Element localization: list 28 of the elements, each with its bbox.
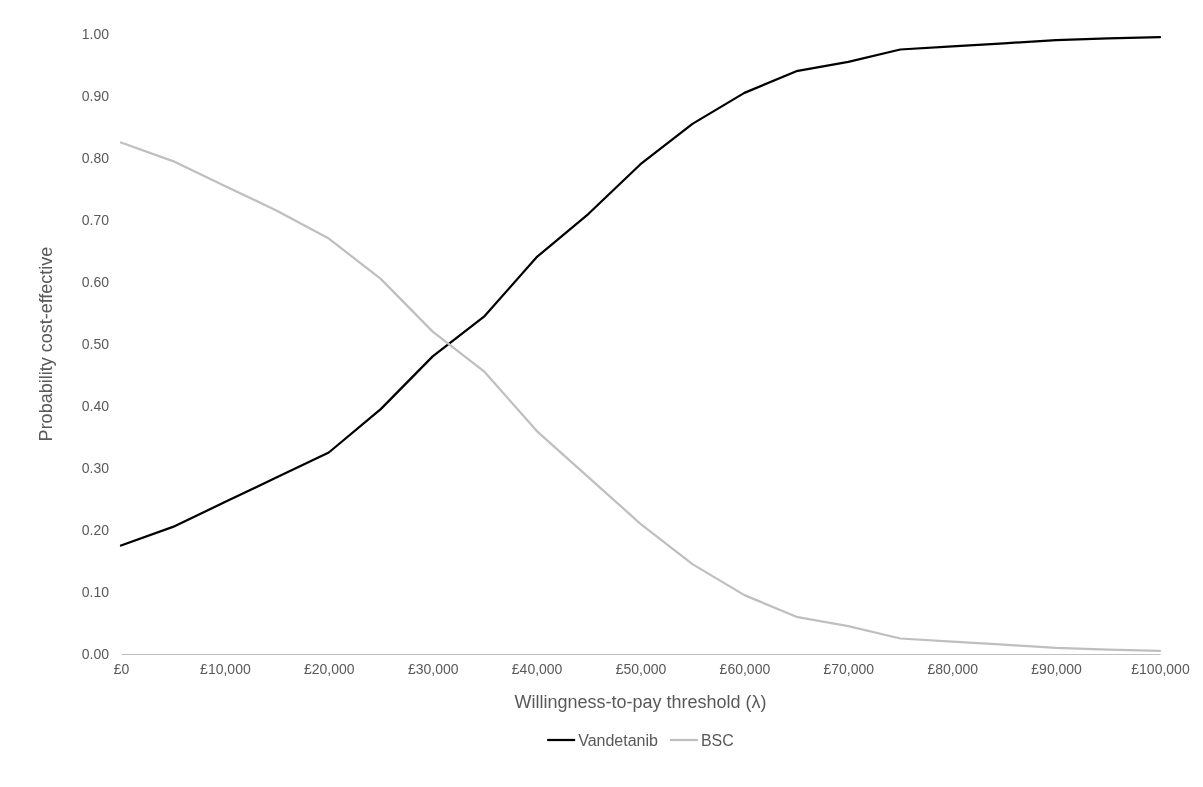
y-tick-label: 0.30: [81, 459, 110, 476]
x-tick-label: £70,000: [823, 660, 875, 677]
y-tick-label: 0.00: [81, 645, 110, 662]
legend-label: Vandetanib: [578, 732, 659, 749]
y-tick-label: 0.50: [81, 335, 110, 352]
x-tick-label: £80,000: [927, 660, 979, 677]
x-axis-title: Willingness-to-pay threshold (λ): [514, 692, 767, 712]
y-tick-label: 0.80: [81, 149, 110, 166]
line-series: [119, 35, 1162, 547]
x-tick-label: £40,000: [511, 660, 563, 677]
x-tick-label: £30,000: [407, 660, 459, 677]
y-tick-label: 0.60: [81, 273, 110, 290]
y-tick-label: 0.90: [81, 87, 110, 104]
y-axis-title: Probability cost-effective: [36, 246, 56, 442]
x-tick-label: £90,000: [1031, 660, 1083, 677]
legend-label: BSC: [700, 732, 734, 749]
y-tick-label: 0.70: [81, 211, 110, 228]
x-tick-label: £0: [113, 660, 130, 677]
x-tick-label: £50,000: [615, 660, 667, 677]
y-tick-label: 0.20: [81, 521, 110, 538]
x-tick-label: £100,000: [1131, 660, 1190, 677]
y-tick-label: 0.10: [81, 583, 110, 600]
y-tick-label: 0.40: [81, 397, 110, 414]
y-tick-label: 1.00: [81, 25, 110, 42]
line-series: [119, 141, 1162, 653]
x-tick-label: £60,000: [719, 660, 771, 677]
x-tick-label: £10,000: [200, 660, 251, 677]
x-tick-label: £20,000: [304, 660, 355, 677]
